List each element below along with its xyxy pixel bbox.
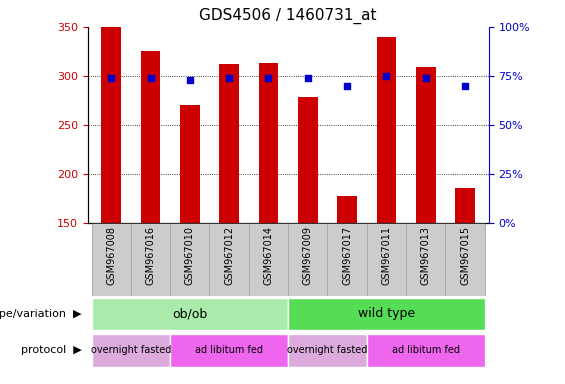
Point [342, 83, 351, 89]
Bar [288, 334, 367, 367]
Text: ad libitum fed: ad libitum fed [195, 345, 263, 356]
Point [264, 75, 273, 81]
Bar [416, 67, 436, 223]
Bar [92, 223, 131, 296]
Text: GSM967013: GSM967013 [421, 227, 431, 285]
Text: GSM967015: GSM967015 [460, 227, 470, 285]
Title: GDS4506 / 1460731_at: GDS4506 / 1460731_at [199, 8, 377, 24]
Bar [367, 334, 485, 367]
Text: protocol  ▶: protocol ▶ [21, 345, 82, 356]
Text: GSM967009: GSM967009 [303, 227, 313, 285]
Bar [445, 223, 485, 296]
Text: GSM967012: GSM967012 [224, 227, 234, 285]
Point [146, 75, 155, 81]
Bar [210, 223, 249, 296]
Text: overnight fasted: overnight fasted [90, 345, 171, 356]
Bar [377, 36, 396, 223]
Bar [92, 298, 288, 330]
Point [382, 73, 391, 79]
Point [303, 75, 312, 81]
Bar [180, 105, 199, 223]
Bar [367, 223, 406, 296]
Text: overnight fasted: overnight fasted [287, 345, 368, 356]
Bar [219, 64, 239, 223]
Point [107, 75, 116, 81]
Bar [131, 223, 170, 296]
Point [185, 77, 194, 83]
Bar [170, 223, 210, 296]
Bar [170, 334, 288, 367]
Bar [101, 27, 121, 223]
Text: ■: ■ [88, 383, 99, 384]
Text: ad libitum fed: ad libitum fed [392, 345, 460, 356]
Text: GSM967010: GSM967010 [185, 227, 195, 285]
Text: genotype/variation  ▶: genotype/variation ▶ [0, 309, 82, 319]
Bar [92, 334, 170, 367]
Text: GSM967011: GSM967011 [381, 227, 392, 285]
Text: ob/ob: ob/ob [172, 308, 207, 320]
Bar [288, 298, 485, 330]
Text: GSM967017: GSM967017 [342, 227, 352, 285]
Bar [406, 223, 445, 296]
Point [225, 75, 234, 81]
Point [421, 75, 431, 81]
Bar [337, 196, 357, 223]
Bar [298, 98, 318, 223]
Text: GSM967014: GSM967014 [263, 227, 273, 285]
Bar [259, 63, 279, 223]
Bar [141, 51, 160, 223]
Bar [328, 223, 367, 296]
Text: GSM967008: GSM967008 [106, 227, 116, 285]
Bar [288, 223, 328, 296]
Point [460, 83, 470, 89]
Bar [249, 223, 288, 296]
Bar [455, 189, 475, 223]
Text: GSM967016: GSM967016 [146, 227, 155, 285]
Text: wild type: wild type [358, 308, 415, 320]
